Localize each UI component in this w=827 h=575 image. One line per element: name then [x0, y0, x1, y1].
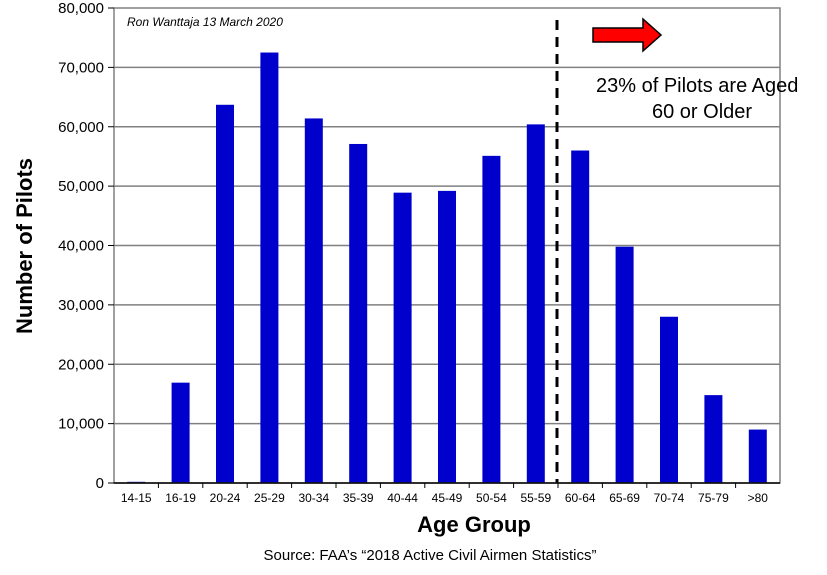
- bar-60-64: [571, 150, 590, 483]
- x-tick-label: 35-39: [343, 491, 374, 505]
- x-tick-label: 30-34: [298, 491, 329, 505]
- bar-75-79: [704, 395, 723, 483]
- source-text: Source: FAA’s “2018 Active Civil Airmen …: [264, 547, 597, 564]
- x-tick-label: 20-24: [210, 491, 241, 505]
- y-tick-label: 60,000: [58, 119, 104, 136]
- bars: [127, 52, 767, 483]
- bar-20-24: [216, 104, 234, 483]
- y-tick-label: 80,000: [58, 0, 104, 17]
- bar-35-39: [349, 143, 368, 483]
- x-axis-title: Age Group: [417, 512, 531, 537]
- bar-16-19: [171, 382, 190, 483]
- x-tick-label: 25-29: [254, 491, 285, 505]
- x-tick-label: 50-54: [476, 491, 507, 505]
- y-tick-label: 30,000: [58, 297, 104, 314]
- x-tick-label: 65-69: [609, 491, 640, 505]
- y-tick-label: 10,000: [58, 416, 104, 433]
- x-tick-label: 16-19: [165, 491, 196, 505]
- bar->80: [748, 429, 767, 483]
- red-arrow-icon: [592, 17, 663, 53]
- credit-text: Ron Wanttaja 13 March 2020: [127, 15, 283, 29]
- bar-65-69: [615, 246, 634, 483]
- x-tick-labels: 14-15 16-19 20-24 25-29 30-34 35-39 40-44 45-49…: [121, 483, 768, 505]
- y-tick-label: 20,000: [58, 356, 104, 373]
- bar-40-44: [393, 192, 412, 483]
- x-tick-label: 14-15: [121, 491, 152, 505]
- callout-line-2: 60 or Older: [652, 101, 752, 123]
- y-tick-label: 70,000: [58, 59, 104, 76]
- y-tick-label: 40,000: [58, 238, 104, 255]
- x-tick-label: 40-44: [387, 491, 418, 505]
- bar-70-74: [660, 316, 678, 483]
- callout-line-1: 23% of Pilots are Aged: [596, 75, 798, 97]
- x-tick-label: 60-64: [565, 491, 596, 505]
- bar-25-29: [260, 52, 279, 483]
- bar-50-54: [482, 155, 501, 483]
- x-tick-label: 75-79: [698, 491, 729, 505]
- bar-30-34: [304, 118, 323, 483]
- bar-55-59: [526, 124, 545, 483]
- x-tick-label: 70-74: [654, 491, 685, 505]
- x-tick-label: >80: [748, 491, 769, 505]
- y-axis-title: Number of Pilots: [12, 158, 37, 334]
- bar-45-49: [438, 190, 456, 483]
- x-tick-label: 55-59: [520, 491, 551, 505]
- y-tick-label: 0: [96, 475, 104, 492]
- y-tick-label: 50,000: [58, 178, 104, 195]
- x-tick-label: 45-49: [432, 491, 463, 505]
- y-tick-labels: 0 10,000 20,000 30,000 40,000 50,000 60,000 70,…: [58, 0, 114, 492]
